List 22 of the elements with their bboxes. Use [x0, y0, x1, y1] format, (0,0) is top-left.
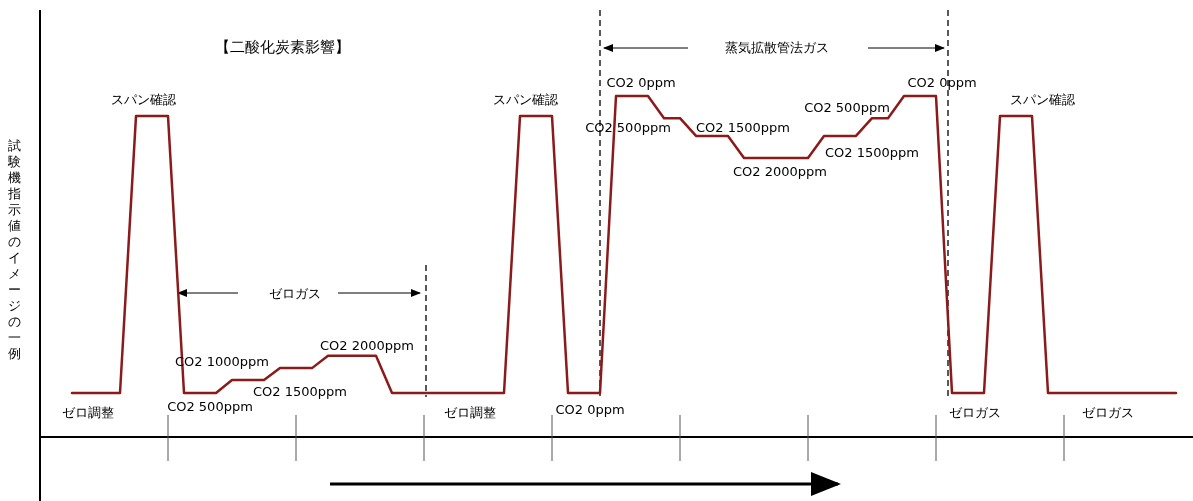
- annotation: CO2 2000ppm: [320, 338, 414, 353]
- annotation: CO2 500ppm: [167, 399, 253, 414]
- text: CO2 0ppm: [606, 75, 676, 90]
- text: CO2 0ppm: [907, 75, 977, 90]
- annotation: ゼロ調整: [444, 405, 496, 420]
- annotation: CO2 1500ppm: [825, 145, 919, 160]
- annotation: スパン確認: [110, 92, 176, 107]
- annotation: スパン確認: [1009, 92, 1075, 107]
- annotation: CO2 2000ppm: [733, 164, 827, 179]
- chart-title: 【二酸化炭素影響】: [215, 38, 350, 56]
- annotation: スパン確認: [492, 92, 558, 107]
- annotation: CO2 500ppm: [585, 120, 671, 135]
- annotation: CO2 0ppm: [555, 402, 625, 417]
- annotation: ゼロガス: [1082, 405, 1134, 420]
- annotation: ゼロガス: [949, 405, 1001, 420]
- annotation: CO2 1500ppm: [696, 120, 790, 135]
- annotation: CO2 1500ppm: [253, 384, 347, 399]
- annotation: CO2 500ppm: [804, 100, 890, 115]
- annotation: ゼロガス: [269, 286, 321, 301]
- text: 蒸気拡散管法ガス: [725, 40, 829, 55]
- text: 試験機指示値のイメージの一例: [7, 138, 21, 361]
- annotation: ゼロ調整: [62, 405, 114, 420]
